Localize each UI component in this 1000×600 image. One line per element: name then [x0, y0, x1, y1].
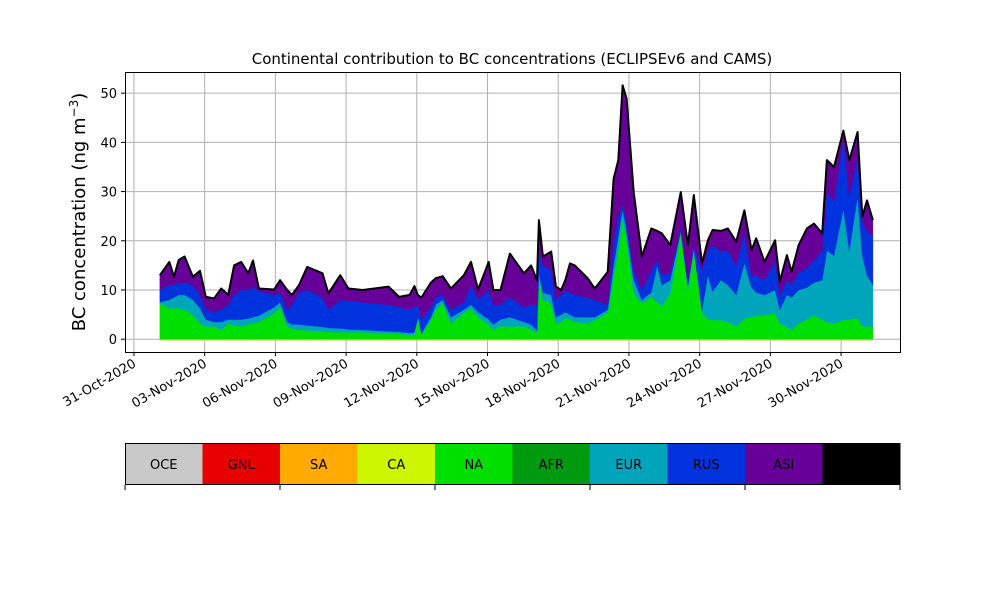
- y-tick-label: 0: [109, 333, 117, 348]
- legend-swatch-na: [435, 443, 513, 485]
- y-axis: 0 10 20 30 40 50: [100, 87, 125, 348]
- y-axis-label: BC concentration (ng m−3): [67, 93, 90, 332]
- stacked-areas: [159, 84, 874, 341]
- legend-label-asi: ASI: [773, 458, 794, 473]
- x-tick-label: 06-Nov-2020: [200, 356, 280, 411]
- legend-swatch-ca: [357, 443, 436, 485]
- y-tick-label: 50: [100, 87, 117, 102]
- legend-swatch-oce: [125, 443, 203, 485]
- legend-label-na: NA: [464, 458, 483, 473]
- total-line: [159, 84, 874, 300]
- x-tick-label: 03-Nov-2020: [129, 356, 209, 411]
- legend-label-ca: CA: [387, 458, 405, 473]
- x-tick-label: 24-Nov-2020: [624, 356, 704, 411]
- legend-label-afr: AFR: [539, 458, 564, 473]
- x-tick-label: 15-Nov-2020: [412, 356, 492, 411]
- legend-swatch-rus: [667, 443, 746, 485]
- legend-label-rus: RUS: [693, 458, 720, 473]
- chart-title: Continental contribution to BC concentra…: [252, 50, 773, 68]
- x-tick-label: 18-Nov-2020: [483, 356, 563, 411]
- legend-swatch-afr: [512, 443, 591, 485]
- legend-label-sa: SA: [310, 458, 327, 473]
- x-tick-label: 27-Nov-2020: [695, 356, 775, 411]
- y-tick-label: 40: [100, 136, 117, 151]
- legend-swatch-asi: [745, 443, 823, 485]
- x-tick-label: 21-Nov-2020: [554, 356, 634, 411]
- x-tick-label: 09-Nov-2020: [271, 356, 351, 411]
- legend-colorbar: OCE GNL SA CA NA AFR EUR RUS ASI AUS: [124, 443, 901, 490]
- x-tick-label: 31-Oct-2020: [61, 356, 139, 410]
- legend-label-aus: AUS: [848, 458, 875, 473]
- y-tick-label: 10: [100, 284, 117, 299]
- legend-label-eur: EUR: [615, 458, 642, 473]
- legend-frame: [125, 443, 900, 485]
- legend-swatch-aus: [822, 443, 901, 485]
- y-tick-label: 20: [100, 235, 117, 250]
- legend-swatch-eur: [590, 443, 668, 485]
- legend-swatch-sa: [280, 443, 358, 485]
- x-tick-label: 30-Nov-2020: [766, 356, 846, 411]
- plot-frame: [125, 72, 901, 353]
- legend-label-gnl: GNL: [228, 458, 256, 473]
- legend-label-oce: OCE: [150, 458, 178, 473]
- legend-swatch-gnl: [202, 443, 281, 485]
- x-axis: 31-Oct-202003-Nov-202006-Nov-202009-Nov-…: [61, 352, 846, 411]
- x-tick-label: 12-Nov-2020: [342, 356, 422, 411]
- y-tick-label: 30: [100, 186, 117, 201]
